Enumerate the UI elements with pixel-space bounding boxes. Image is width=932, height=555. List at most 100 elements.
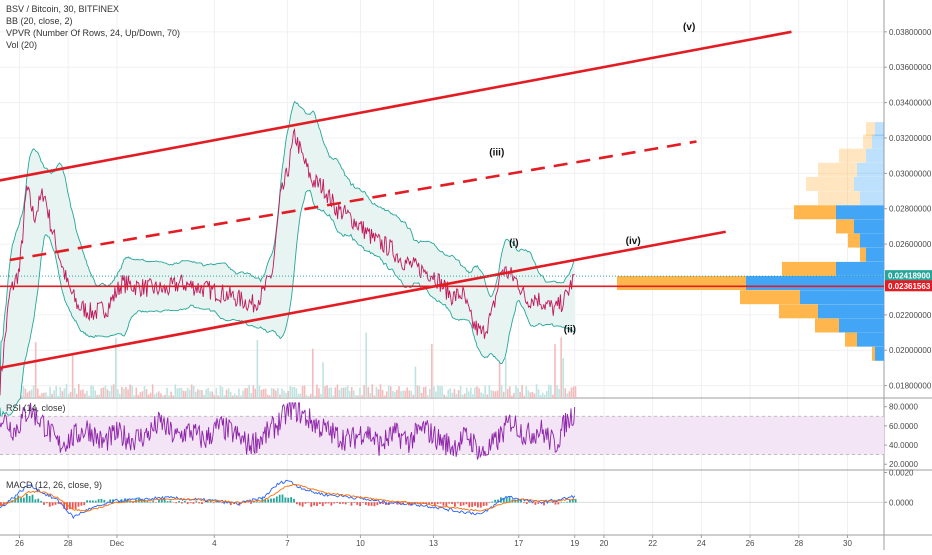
volume-bar bbox=[168, 395, 170, 398]
macd-histogram-bar bbox=[457, 502, 459, 503]
volume-bar bbox=[532, 392, 534, 398]
macd-histogram-bar bbox=[69, 502, 71, 509]
legend-rsi[interactable]: RSI (14, close) bbox=[6, 402, 66, 414]
macd-histogram-bar bbox=[322, 502, 324, 506]
volume-bar bbox=[478, 388, 480, 398]
x-tick-label: 22 bbox=[648, 539, 657, 548]
channel-line-solid bbox=[0, 32, 791, 182]
volume-bar bbox=[257, 340, 259, 398]
macd-histogram-bar bbox=[46, 502, 48, 503]
vpvr-down-bar bbox=[818, 191, 860, 205]
volume-bar bbox=[380, 384, 382, 398]
volume-bar bbox=[575, 386, 577, 398]
volume-bar bbox=[123, 389, 125, 398]
macd-histogram-bar bbox=[566, 502, 568, 503]
volume-bar bbox=[540, 395, 542, 398]
volume-bar bbox=[66, 384, 68, 398]
macd-histogram-bar bbox=[572, 499, 574, 502]
volume-bar bbox=[107, 389, 109, 398]
volume-bar bbox=[273, 389, 275, 398]
volume-bar bbox=[267, 395, 269, 398]
macd-histogram-bar bbox=[284, 497, 286, 502]
volume-bar bbox=[216, 388, 218, 398]
volume-bar bbox=[480, 392, 482, 398]
volume-bar bbox=[189, 390, 191, 398]
volume-bar bbox=[31, 389, 33, 398]
volume-bar bbox=[306, 395, 308, 398]
macd-histogram-bar bbox=[376, 502, 378, 505]
vpvr-up-bar bbox=[860, 234, 884, 248]
vpvr-down-bar bbox=[617, 276, 746, 290]
volume-bar bbox=[468, 391, 470, 398]
macd-histogram-bar bbox=[305, 502, 307, 504]
y-tick-label: 0.02000000 bbox=[889, 346, 932, 355]
wave-label: (iii) bbox=[489, 148, 504, 159]
volume-bar bbox=[511, 396, 513, 398]
macd-histogram-bar bbox=[152, 501, 154, 502]
macd-histogram-bar bbox=[365, 502, 367, 505]
volume-bar bbox=[460, 386, 462, 398]
volume-bar bbox=[92, 386, 94, 398]
legend-vol[interactable]: Vol (20) bbox=[6, 39, 180, 51]
volume-bar bbox=[515, 385, 517, 398]
volume-bar bbox=[550, 385, 552, 398]
legend-macd[interactable]: MACD (12, 26, close, 9) bbox=[6, 479, 102, 491]
volume-bar bbox=[300, 394, 302, 398]
volume-bar bbox=[285, 393, 287, 398]
macd-histogram-bar bbox=[575, 499, 577, 502]
volume-bar bbox=[199, 390, 201, 398]
vpvr-up-bar bbox=[875, 122, 884, 136]
volume-bar bbox=[536, 384, 538, 398]
x-tick-label: 24 bbox=[697, 539, 706, 548]
volume-bar bbox=[49, 387, 51, 398]
volume-bar bbox=[236, 396, 238, 398]
volume-bar bbox=[129, 385, 131, 398]
macd-histogram-bar bbox=[293, 499, 295, 503]
volume-bar bbox=[78, 384, 80, 398]
volume-bar bbox=[252, 385, 254, 398]
volume-bar bbox=[101, 388, 103, 398]
vpvr-up-bar bbox=[872, 135, 884, 149]
volume-bar bbox=[337, 384, 339, 398]
volume-bar bbox=[562, 358, 564, 398]
volume-bar bbox=[109, 391, 111, 398]
volume-bar bbox=[96, 395, 98, 398]
chart-legend: BSV / Bitcoin, 30, BITFINEX BB (20, clos… bbox=[6, 3, 180, 51]
volume-bar bbox=[117, 389, 119, 398]
vpvr-up-bar bbox=[800, 290, 884, 304]
y-tick-label: 0.02800000 bbox=[889, 205, 932, 214]
volume-bar bbox=[133, 395, 135, 398]
macd-histogram-bar bbox=[175, 502, 177, 503]
macd-histogram-bar bbox=[555, 502, 557, 504]
legend-bb[interactable]: BB (20, close, 2) bbox=[6, 15, 180, 27]
y-tick-label: 0.03600000 bbox=[889, 63, 932, 72]
volume-bar bbox=[546, 391, 548, 398]
volume-bar bbox=[528, 390, 530, 398]
volume-bar bbox=[148, 395, 150, 398]
volume-bar bbox=[376, 387, 378, 398]
volume-bar bbox=[308, 396, 310, 398]
macd-histogram-bar bbox=[310, 502, 312, 507]
legend-vpvr[interactable]: VPVR (Number Of Rows, 24, Up/Down, 70) bbox=[6, 27, 180, 39]
macd-histogram-bar bbox=[221, 502, 223, 503]
volume-bar bbox=[554, 344, 556, 398]
volume-bar bbox=[320, 394, 322, 398]
volume-bar bbox=[33, 385, 35, 398]
vpvr-down-bar bbox=[866, 122, 875, 136]
volume-bar bbox=[281, 389, 283, 398]
macd-histogram-bar bbox=[454, 502, 456, 507]
volume-bar bbox=[538, 389, 540, 398]
volume-bar bbox=[140, 392, 142, 398]
volume-bar bbox=[521, 385, 523, 398]
volume-bar bbox=[335, 387, 337, 398]
volume-bar bbox=[250, 393, 252, 398]
legend-symbol[interactable]: BSV / Bitcoin, 30, BITFINEX bbox=[6, 3, 180, 15]
macd-histogram-bar bbox=[95, 501, 97, 503]
y-tick-label: 0.03400000 bbox=[889, 99, 932, 108]
macd-histogram-bar bbox=[201, 502, 203, 504]
macd-histogram-bar bbox=[287, 498, 289, 503]
volume-bar bbox=[441, 386, 443, 398]
wave-label: (i) bbox=[509, 238, 518, 249]
